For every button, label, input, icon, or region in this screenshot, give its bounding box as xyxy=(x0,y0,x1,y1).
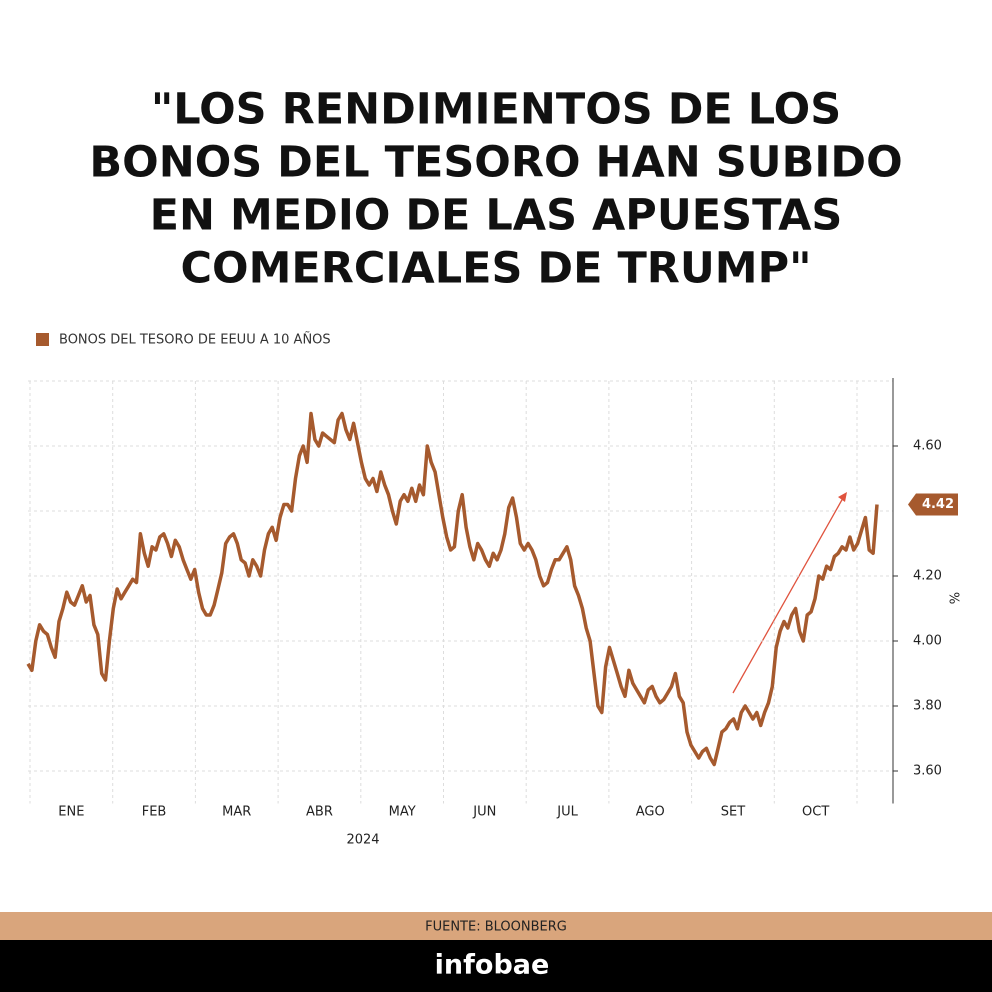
chart-title: EN MEDIO DE LAS APUESTAS xyxy=(150,191,843,241)
brand: infobae xyxy=(435,950,550,981)
x-tick-label: JUL xyxy=(556,805,578,820)
x-tick-label: ENE xyxy=(58,805,84,820)
x-tick-label: MAY xyxy=(389,805,416,820)
last-value-tag xyxy=(908,493,958,516)
year-label: 2024 xyxy=(346,833,379,848)
footer xyxy=(0,940,992,992)
x-tick-label: FEB xyxy=(142,805,167,820)
y-tick-label: 3.80 xyxy=(913,699,942,714)
x-tick-label: OCT xyxy=(802,805,829,820)
chart-title: BONOS DEL TESORO HAN SUBIDO xyxy=(89,138,902,188)
x-tick-label: JUN xyxy=(472,805,496,820)
trend-arrow xyxy=(732,497,844,694)
x-tick-label: AGO xyxy=(636,805,665,820)
last-value-label: 4.42 xyxy=(922,497,954,512)
y-tick-label: 4.00 xyxy=(913,634,942,649)
y-tick-label: 4.60 xyxy=(913,439,942,454)
source-band xyxy=(0,912,992,940)
x-tick-label: SET xyxy=(721,805,745,820)
y-axis-label: % xyxy=(949,592,964,604)
source: FUENTE: BLOONBERG xyxy=(425,920,567,935)
x-tick-label: ABR xyxy=(306,805,333,820)
x-tick-label: MAR xyxy=(222,805,251,820)
chart-title: COMERCIALES DE TRUMP" xyxy=(180,244,811,294)
y-tick-label: 4.20 xyxy=(913,569,942,584)
arrow-head xyxy=(838,492,847,502)
legend-swatch xyxy=(36,333,49,346)
y-tick-label: 3.60 xyxy=(913,764,942,779)
chart-title: "LOS RENDIMIENTOS DE LOS xyxy=(151,85,841,135)
line xyxy=(26,411,879,767)
legend-label: BONOS DEL TESORO DE EEUU A 10 AÑOS xyxy=(59,332,331,348)
